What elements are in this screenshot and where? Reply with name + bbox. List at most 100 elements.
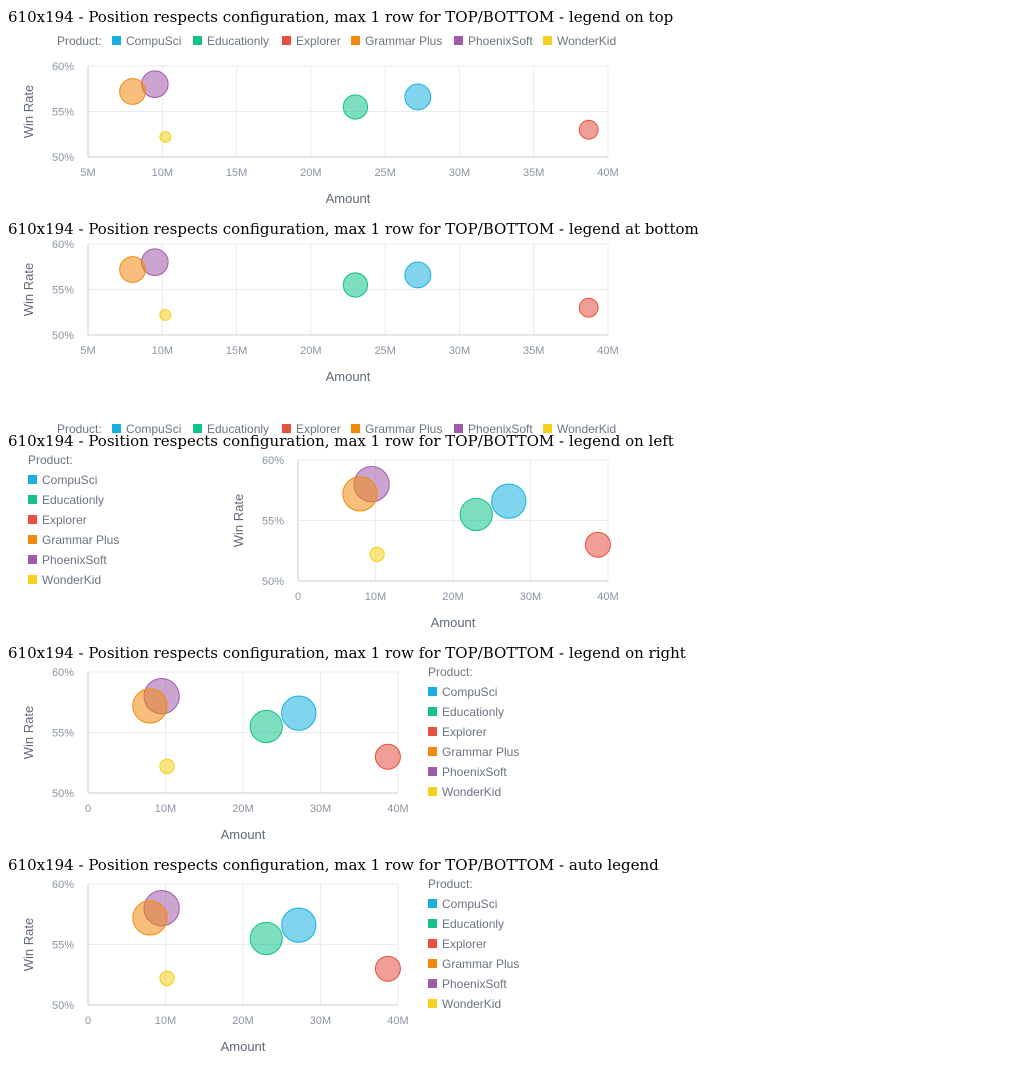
y-axis-title: Win Rate — [21, 706, 36, 759]
bubble-educationly[interactable] — [459, 497, 493, 532]
y-tick-label: 60% — [52, 239, 74, 251]
legend-label: Explorer — [42, 513, 87, 527]
bubble-explorer[interactable] — [578, 119, 599, 140]
bubble-explorer[interactable] — [578, 297, 599, 318]
chart-legend-bottom: 5M 10M 15M 20M 25M 30M 35M 40M 50% 55% 60% Amount Wi… — [8, 239, 619, 438]
legend-item-explorer[interactable]: Explorer — [282, 422, 341, 436]
bubble-grammar-plus[interactable] — [119, 78, 146, 105]
bubble-educationly[interactable] — [342, 94, 369, 120]
legend-swatch — [193, 424, 202, 433]
legend-label: Explorer — [296, 34, 341, 48]
legend-item-wonderkid[interactable]: WonderKid — [543, 34, 616, 48]
legend-item-educationly[interactable]: Educationly — [193, 422, 269, 436]
x-tick-label: 20M — [232, 803, 253, 815]
x-tick-label: 0 — [85, 1015, 91, 1027]
legend-label: CompuSci — [126, 422, 181, 436]
legend-item-phoenixsoft[interactable]: PhoenixSoft — [454, 422, 533, 436]
legend-item-educationly[interactable]: Educationly — [428, 705, 504, 719]
bubble-grammar-plus[interactable] — [119, 256, 146, 283]
legend-item-explorer[interactable]: Explorer — [428, 937, 487, 951]
x-axis-title: Amount — [221, 1039, 266, 1054]
legend-item-phoenixsoft[interactable]: PhoenixSoft — [428, 977, 507, 991]
legend-swatch — [454, 424, 463, 433]
y-tick-label: 60% — [52, 879, 74, 891]
bubble-educationly[interactable] — [249, 921, 283, 956]
bubble-grammar-plus[interactable] — [132, 688, 168, 724]
legend-swatch — [28, 495, 37, 504]
legend-item-educationly[interactable]: Educationly — [28, 493, 104, 507]
legend-swatch — [428, 707, 437, 716]
y-tick-label: 55% — [52, 940, 74, 952]
legend-item-grammar-plus[interactable]: Grammar Plus — [428, 745, 519, 759]
x-tick-label: 5M — [80, 345, 95, 357]
legend-item-grammar-plus[interactable]: Grammar Plus — [351, 34, 442, 48]
legend-item-wonderkid[interactable]: WonderKid — [428, 785, 501, 799]
legend-item-phoenixsoft[interactable]: PhoenixSoft — [454, 34, 533, 48]
legend-label: CompuSci — [42, 473, 97, 487]
y-axis-title: Win Rate — [231, 494, 246, 547]
bubble-compusci[interactable] — [404, 83, 432, 111]
legend-item-explorer[interactable]: Explorer — [282, 34, 341, 48]
legend-item-wonderkid[interactable]: WonderKid — [428, 997, 501, 1011]
bubble-compusci[interactable] — [281, 695, 317, 731]
legend-item-wonderkid[interactable]: WonderKid — [28, 573, 101, 587]
legend-item-compusci[interactable]: CompuSci — [428, 897, 497, 911]
legend-item-educationly[interactable]: Educationly — [193, 34, 269, 48]
legend-label: WonderKid — [442, 997, 501, 1011]
bubble-grammar-plus[interactable] — [342, 476, 378, 512]
legend-item-compusci[interactable]: CompuSci — [112, 34, 181, 48]
legend-swatch — [428, 939, 437, 948]
legend-title: Product: — [57, 34, 102, 48]
legend-swatch — [351, 36, 360, 45]
y-axis-title: Win Rate — [21, 85, 36, 138]
legend-swatch — [428, 767, 437, 776]
bubble-compusci[interactable] — [404, 261, 432, 289]
legend-item-explorer[interactable]: Explorer — [428, 725, 487, 739]
bubble-explorer[interactable] — [584, 531, 611, 558]
section-title: 610x194 - Position respects configuratio… — [8, 220, 699, 238]
legend-item-compusci[interactable]: CompuSci — [112, 422, 181, 436]
x-tick-label: 0 — [85, 803, 91, 815]
bubble-compusci[interactable] — [491, 483, 527, 519]
chart-section-legend-right: 610x194 - Position respects configuratio… — [8, 644, 686, 842]
x-tick-label: 35M — [523, 345, 544, 357]
bubble-wonderkid[interactable] — [159, 309, 172, 321]
bubble-educationly[interactable] — [249, 709, 283, 744]
bubble-compusci[interactable] — [281, 907, 317, 943]
legend-item-grammar-plus[interactable]: Grammar Plus — [28, 533, 119, 547]
legend-item-phoenixsoft[interactable]: PhoenixSoft — [428, 765, 507, 779]
section-title: 610x194 - Position respects configuratio… — [8, 432, 674, 450]
legend-item-educationly[interactable]: Educationly — [428, 917, 504, 931]
legend-swatch — [28, 535, 37, 544]
legend-swatch — [28, 555, 37, 564]
bubble-grammar-plus[interactable] — [132, 900, 168, 936]
bubble-explorer[interactable] — [374, 955, 401, 982]
x-tick-label: 10M — [155, 803, 176, 815]
legend-label: Grammar Plus — [365, 422, 442, 436]
legend-item-grammar-plus[interactable]: Grammar Plus — [351, 422, 442, 436]
bubble-educationly[interactable] — [342, 272, 369, 298]
legend-item-grammar-plus[interactable]: Grammar Plus — [428, 957, 519, 971]
legend-label: Grammar Plus — [365, 34, 442, 48]
chart-section-legend-bottom: 610x194 - Position respects configuratio… — [8, 220, 699, 436]
section-title: 610x194 - Position respects configuratio… — [8, 856, 659, 874]
y-tick-label: 50% — [262, 576, 284, 588]
legend-item-explorer[interactable]: Explorer — [28, 513, 87, 527]
bubble-wonderkid[interactable] — [159, 970, 175, 987]
bubble-chart: 0 10M 20M 30M 40M 50% 55% 60% Amount Win Rate Prod… — [28, 453, 619, 630]
legend-item-phoenixsoft[interactable]: PhoenixSoft — [28, 553, 107, 567]
bubble-explorer[interactable] — [374, 743, 401, 770]
legend-swatch — [112, 36, 121, 45]
bubble-wonderkid[interactable] — [159, 131, 172, 143]
y-tick-label: 55% — [52, 728, 74, 740]
bubble-wonderkid[interactable] — [159, 758, 175, 775]
legend-item-compusci[interactable]: CompuSci — [28, 473, 97, 487]
chart-legend-auto: 0 10M 20M 30M 40M 50% 55% 60% Amount Win Rate Prod… — [8, 877, 618, 1074]
chart-legend-top: 5M 10M 15M 20M 25M 30M 35M 40M 50% 55% 60% Amount Wi… — [8, 32, 619, 226]
y-tick-label: 55% — [52, 285, 74, 297]
legend-item-compusci[interactable]: CompuSci — [428, 685, 497, 699]
bubble-wonderkid[interactable] — [369, 546, 385, 563]
x-tick-label: 30M — [310, 803, 331, 815]
legend-item-wonderkid[interactable]: WonderKid — [543, 422, 616, 436]
legend-title: Product: — [57, 422, 102, 436]
